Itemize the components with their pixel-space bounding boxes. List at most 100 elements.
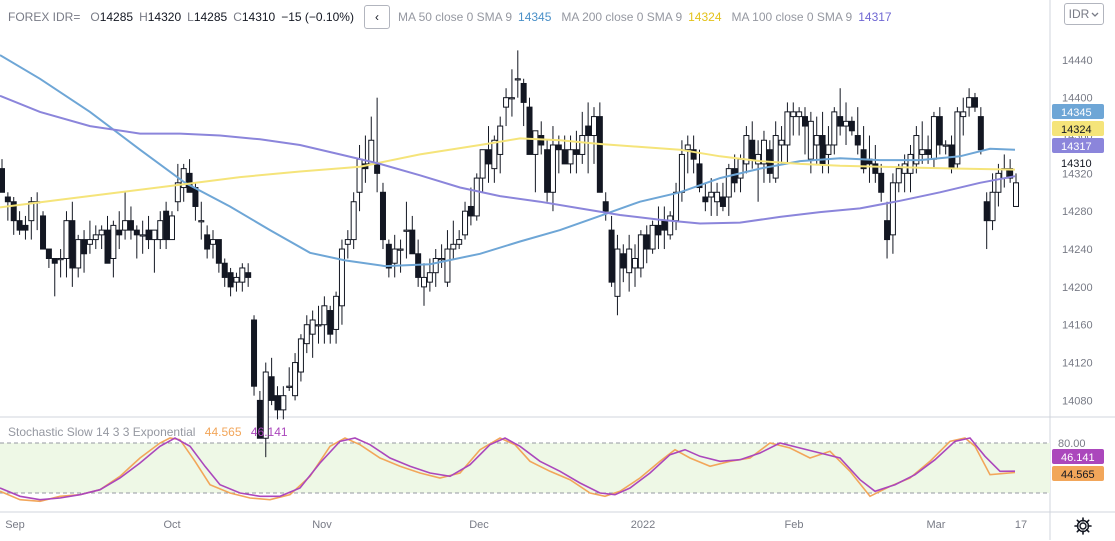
- price-tick-label: 14160: [1062, 320, 1093, 332]
- chevron-down-icon: [1091, 7, 1099, 21]
- candle-body: [843, 120, 850, 127]
- candle-body: [327, 310, 334, 335]
- candle-body: [778, 139, 785, 146]
- legend-header: FOREX IDR= O 14285 H 14320 L 14285 C 14310 −…: [0, 0, 902, 34]
- candle-body: [772, 135, 779, 179]
- candle-body: [573, 149, 580, 155]
- candle-body: [321, 305, 328, 326]
- candle-body: [508, 97, 515, 100]
- candle-body: [930, 116, 937, 160]
- candle-body: [895, 168, 902, 184]
- candle-body: [292, 362, 299, 397]
- candle-body: [122, 220, 129, 231]
- candle-body: [45, 248, 52, 259]
- candle-body: [936, 116, 943, 146]
- ma50-label[interactable]: MA 50 close 0 SMA 9: [397, 10, 513, 24]
- candle-body: [719, 196, 726, 207]
- candle-body: [655, 224, 662, 236]
- candle-body: [872, 163, 879, 174]
- candle-body: [807, 120, 814, 160]
- open-value: 14285: [99, 10, 134, 24]
- gear-icon[interactable]: [1073, 516, 1093, 536]
- candle-body: [831, 111, 838, 146]
- candle-body: [280, 395, 287, 411]
- candle-body: [925, 149, 932, 155]
- candle-body: [174, 182, 181, 203]
- candle-body: [315, 324, 322, 327]
- candle-body: [684, 144, 691, 151]
- time-tick-label: Mar: [927, 519, 946, 531]
- candle-body: [204, 234, 211, 250]
- candle-body: [221, 262, 228, 278]
- ma50-line: [0, 54, 1016, 268]
- candle-body: [632, 258, 639, 269]
- candle-body: [526, 106, 533, 155]
- candle-body: [0, 168, 5, 193]
- candle-body: [690, 149, 697, 160]
- candle-body: [391, 248, 398, 264]
- candle-body: [602, 201, 609, 212]
- candle-body: [497, 125, 504, 155]
- candle-body: [485, 149, 492, 165]
- candle-body: [168, 215, 175, 241]
- price-tag-label: 14345: [1061, 107, 1092, 119]
- candle-body: [245, 272, 252, 278]
- candle-body: [256, 399, 263, 439]
- price-tick-label: 14200: [1062, 282, 1093, 294]
- candle-body: [333, 295, 340, 330]
- candle-body: [479, 149, 486, 179]
- stochastic-label[interactable]: Stochastic Slow 14 3 3 Exponential: [8, 425, 196, 439]
- currency-button[interactable]: IDR: [1064, 3, 1104, 25]
- candle-body: [297, 338, 304, 373]
- candle-body: [637, 234, 644, 269]
- candle-body: [966, 97, 973, 108]
- candle-body: [760, 139, 767, 165]
- time-tick-label: 17: [1015, 519, 1027, 531]
- candle-body: [239, 267, 246, 283]
- ma100-label[interactable]: MA 100 close 0 SMA 9: [731, 10, 853, 24]
- candle-body: [579, 135, 586, 155]
- candle-body: [854, 135, 861, 146]
- candle-body: [614, 248, 621, 297]
- candle-body: [151, 229, 158, 241]
- candle-body: [450, 243, 457, 250]
- candle-body: [356, 158, 363, 193]
- candle-body: [737, 158, 744, 179]
- candle-body: [397, 248, 404, 251]
- candle-body: [819, 135, 826, 165]
- candle-body: [10, 201, 17, 222]
- candle-body: [92, 234, 99, 241]
- collapse-legend-button[interactable]: ‹: [363, 5, 390, 29]
- low-value: 14285: [193, 10, 228, 24]
- candle-body: [403, 229, 410, 232]
- candle-body: [157, 220, 164, 241]
- high-value: 14320: [147, 10, 182, 24]
- candle-body: [848, 120, 855, 132]
- stochastic-k-value: 44.565: [204, 425, 242, 439]
- time-tick-label: Oct: [163, 519, 180, 531]
- candle-body: [714, 191, 721, 203]
- candle-body: [262, 371, 269, 439]
- candle-body: [438, 258, 445, 261]
- candle-body: [643, 234, 650, 250]
- candle-body: [790, 111, 797, 118]
- candle-body: [210, 239, 217, 245]
- candle-body: [104, 229, 111, 264]
- price-tick-label: 14120: [1062, 358, 1093, 370]
- price-tag-ma-50: [1052, 104, 1104, 119]
- candle-body: [549, 144, 556, 193]
- price-tick-label: 14240: [1062, 244, 1093, 256]
- stochastic-d-tag-label: 46.141: [1061, 452, 1095, 464]
- candle-body: [503, 97, 510, 108]
- candle-body: [901, 163, 908, 174]
- candle-body: [309, 319, 316, 335]
- ma200-label[interactable]: MA 200 close 0 SMA 9: [561, 10, 683, 24]
- candle-body: [532, 130, 539, 155]
- price-tag-label: 14324: [1061, 124, 1092, 136]
- close-value: 14310: [241, 10, 276, 24]
- candle-body: [960, 111, 967, 118]
- candle-body: [350, 201, 357, 241]
- candle-body: [596, 116, 603, 193]
- candle-body: [544, 149, 551, 193]
